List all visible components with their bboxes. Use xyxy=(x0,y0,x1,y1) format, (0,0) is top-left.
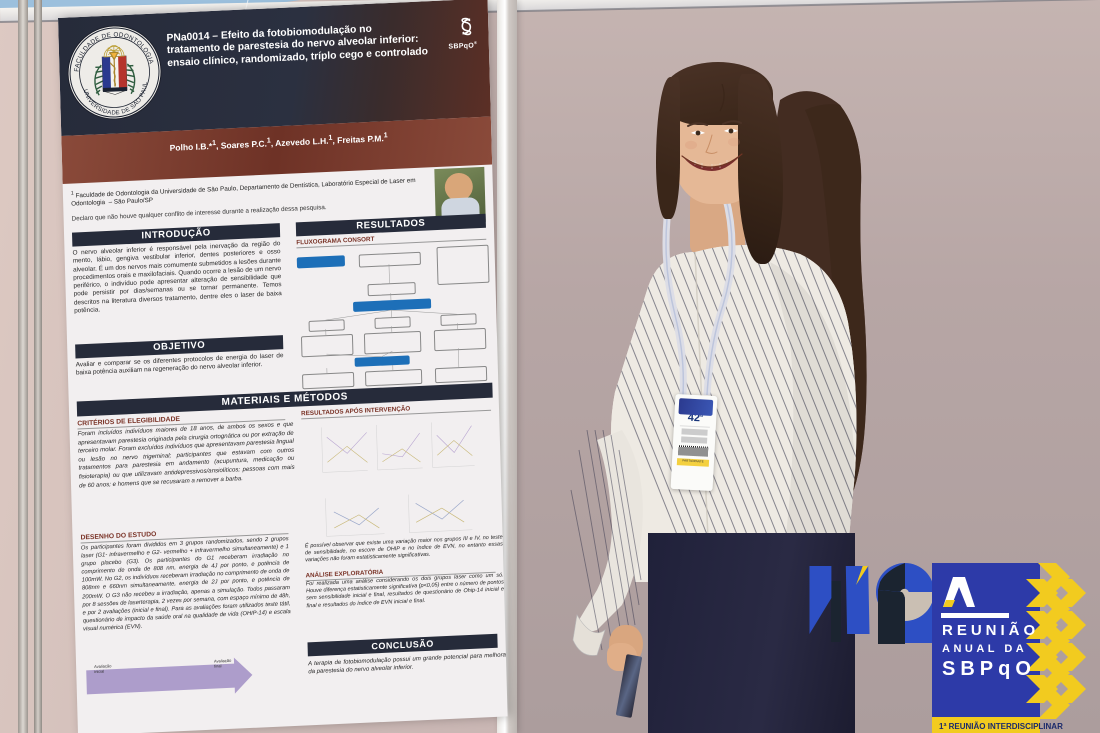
svg-text:REUNIÃO: REUNIÃO xyxy=(942,621,1039,639)
svg-text:ANUAL DA: ANUAL DA xyxy=(942,643,1027,655)
svg-text:SBPqO: SBPqO xyxy=(942,658,1036,680)
svg-text:1ª REUNIÃO INTERDISCIPLINAR: 1ª REUNIÃO INTERDISCIPLINAR xyxy=(939,722,1063,731)
